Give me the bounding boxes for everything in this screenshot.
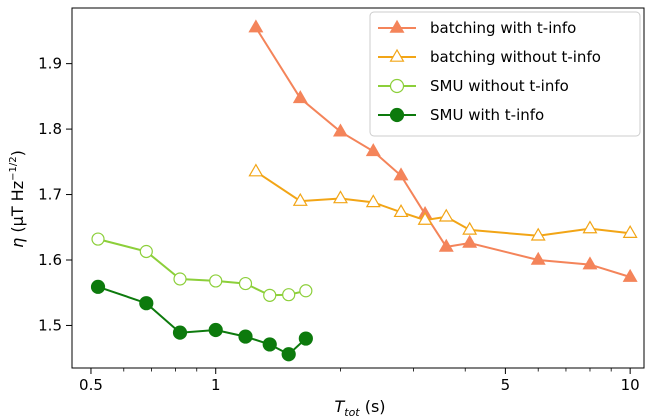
y-axis-label-main: (μT Hz bbox=[8, 181, 27, 238]
data-point-series-0 bbox=[393, 167, 409, 181]
data-point-series-3 bbox=[90, 279, 106, 294]
legend-label-2: SMU without t-info bbox=[430, 77, 569, 95]
data-point-series-3 bbox=[139, 296, 154, 311]
data-point-series-2 bbox=[209, 274, 223, 288]
y-axis-label-sup: −1/2 bbox=[8, 156, 19, 180]
axes: 0.5 1 5 10 1.5 1.6 1.7 1.8 1.9 bbox=[38, 7, 645, 394]
y-tick-label: 1.5 bbox=[38, 316, 62, 334]
series-line-1 bbox=[255, 170, 631, 237]
x-tick-label: 5 bbox=[501, 376, 511, 394]
data-point-series-0 bbox=[438, 238, 454, 252]
legend-box bbox=[369, 11, 641, 137]
legend-label-0: batching with t-info bbox=[430, 19, 576, 37]
data-point-series-0 bbox=[582, 256, 598, 270]
y-tick-label: 1.9 bbox=[38, 55, 62, 73]
plot-frame bbox=[71, 7, 645, 369]
x-axis-label: Ttot (s) bbox=[334, 397, 385, 419]
y-tick-label: 1.8 bbox=[38, 120, 62, 138]
y-tick-label: 1.6 bbox=[38, 251, 62, 269]
legend: batching with t-info batching without t-i… bbox=[369, 11, 641, 137]
legend-marker-1 bbox=[389, 48, 405, 62]
data-point-series-3 bbox=[208, 322, 223, 338]
data-point-series-2 bbox=[299, 284, 313, 298]
y-axis-label-close: ) bbox=[8, 150, 27, 156]
x-tick-label: 1 bbox=[211, 376, 221, 394]
x-tick-label: 0.5 bbox=[79, 376, 103, 394]
data-point-series-0 bbox=[248, 19, 264, 33]
data-point-series-1 bbox=[417, 211, 433, 225]
legend-marker-0 bbox=[389, 19, 405, 33]
data-point-series-0 bbox=[622, 268, 638, 282]
data-point-series-2 bbox=[91, 232, 105, 246]
x-axis-label-sub: tot bbox=[344, 406, 360, 419]
data-point-series-0 bbox=[530, 251, 546, 265]
plot-area bbox=[90, 19, 638, 362]
data-point-series-2 bbox=[139, 244, 153, 259]
data-point-series-0 bbox=[292, 90, 308, 104]
data-point-series-1 bbox=[292, 192, 308, 206]
data-point-series-3 bbox=[172, 325, 188, 340]
data-point-series-1 bbox=[248, 163, 264, 177]
y-axis-label: η (μT Hz−1/2) bbox=[8, 150, 27, 248]
data-point-series-2 bbox=[238, 276, 253, 291]
data-point-series-2 bbox=[173, 272, 187, 286]
x-tick-label: 10 bbox=[621, 376, 640, 394]
legend-marker-3 bbox=[389, 107, 405, 123]
data-point-series-2 bbox=[282, 288, 296, 302]
data-point-series-1 bbox=[530, 227, 546, 241]
data-point-series-2 bbox=[263, 288, 277, 302]
data-point-series-1 bbox=[332, 190, 348, 204]
data-point-series-1 bbox=[365, 194, 381, 208]
data-point-series-1 bbox=[462, 221, 478, 235]
series-line-2 bbox=[97, 238, 307, 297]
data-point-series-0 bbox=[462, 234, 478, 248]
legend-marker-2 bbox=[389, 78, 405, 94]
data-point-series-3 bbox=[281, 347, 296, 362]
legend-label-1: batching without t-info bbox=[430, 48, 601, 66]
data-point-series-0 bbox=[332, 123, 348, 137]
x-axis-label-main: T bbox=[334, 397, 345, 416]
data-point-series-1 bbox=[393, 204, 409, 218]
data-point-series-3 bbox=[238, 329, 253, 344]
x-axis-label-unit: (s) bbox=[360, 397, 386, 416]
data-point-series-1 bbox=[622, 224, 638, 238]
data-point-series-0 bbox=[365, 143, 381, 157]
y-axis-label-eta: η bbox=[8, 238, 27, 248]
data-point-series-1 bbox=[582, 220, 598, 234]
data-point-series-1 bbox=[438, 208, 454, 222]
data-point-series-3 bbox=[262, 337, 277, 352]
y-tick-label: 1.7 bbox=[38, 186, 62, 204]
data-point-series-3 bbox=[298, 331, 313, 346]
legend-label-3: SMU with t-info bbox=[430, 106, 544, 124]
